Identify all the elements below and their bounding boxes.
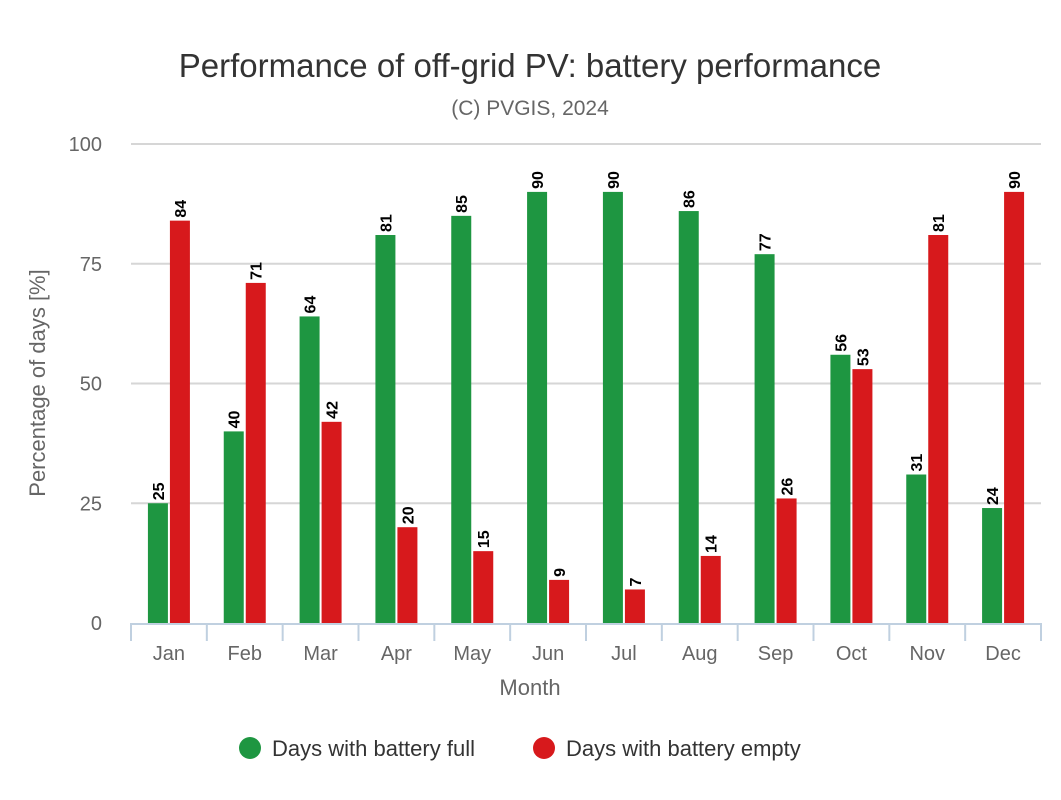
y-tick-label: 0: [91, 613, 102, 635]
bar-jun-empty[interactable]: [549, 579, 570, 623]
legend-label-battery-full: Days with battery full: [272, 736, 475, 761]
data-label-feb-full: 40: [227, 411, 244, 429]
bar-dec-full[interactable]: [982, 508, 1003, 623]
bar-jun-full[interactable]: [527, 191, 548, 623]
data-label-aug-full: 86: [682, 190, 699, 208]
bar-aug-empty[interactable]: [700, 555, 721, 623]
x-tick-label: Jul: [611, 643, 637, 665]
bar-feb-full[interactable]: [223, 431, 244, 623]
bar-apr-full[interactable]: [375, 235, 396, 623]
data-label-jan-empty: 84: [173, 200, 190, 218]
bar-may-empty[interactable]: [473, 551, 494, 623]
chart-title: Performance of off-grid PV: battery perf…: [179, 47, 882, 84]
legend-item-battery-empty[interactable]: Days with battery empty: [533, 736, 801, 761]
data-label-jan-full: 25: [151, 482, 168, 500]
chart-subtitle: (C) PVGIS, 2024: [451, 97, 609, 120]
x-tick-label: Oct: [836, 643, 868, 665]
data-label-mar-empty: 42: [325, 401, 342, 419]
data-label-jun-empty: 9: [552, 568, 569, 577]
data-label-jul-empty: 7: [628, 577, 645, 586]
data-label-oct-empty: 53: [855, 348, 872, 366]
bar-mar-full[interactable]: [299, 316, 320, 623]
legend-marker-battery-empty: [533, 737, 555, 759]
data-label-apr-empty: 20: [400, 506, 417, 524]
y-tick-label: 50: [80, 374, 102, 396]
y-axis-title: Percentage of days [%]: [25, 269, 50, 496]
bar-jul-full[interactable]: [602, 191, 623, 623]
data-label-may-full: 85: [454, 195, 471, 213]
bars: [147, 191, 1025, 624]
bar-mar-empty[interactable]: [321, 421, 342, 623]
bar-oct-empty[interactable]: [852, 369, 873, 623]
y-tick-label: 100: [69, 134, 102, 156]
bar-sep-full[interactable]: [754, 254, 775, 624]
data-label-feb-empty: 71: [249, 262, 266, 280]
data-label-may-empty: 15: [476, 530, 493, 548]
x-tick-label: Sep: [758, 643, 794, 665]
data-label-oct-full: 56: [833, 334, 850, 352]
legend: Days with battery full Days with battery…: [239, 736, 801, 761]
x-tick-label: May: [453, 643, 491, 665]
bar-nov-empty[interactable]: [928, 235, 949, 623]
bar-feb-empty[interactable]: [245, 282, 266, 623]
bar-nov-full[interactable]: [906, 474, 927, 623]
gridlines: [131, 143, 1041, 505]
data-label-nov-empty: 81: [931, 214, 948, 232]
data-label-dec-full: 24: [985, 487, 1002, 505]
x-tick-label: Aug: [682, 643, 718, 665]
bar-aug-full[interactable]: [678, 211, 699, 623]
bar-apr-empty[interactable]: [397, 527, 418, 623]
data-label-sep-full: 77: [758, 233, 775, 251]
x-tick-label: Jun: [532, 643, 564, 665]
data-label-jul-full: 90: [606, 171, 623, 189]
x-tick-label: Mar: [303, 643, 338, 665]
data-labels: 25 84 40 71 64 42 81 20 85 15 90 9 90 7 86 14 77 26 56 53 31…: [151, 171, 1024, 586]
x-axis: Jan Feb Mar Apr May Jun Jul Aug Sep Oct Nov Dec: [130, 623, 1042, 665]
legend-marker-battery-full: [239, 737, 261, 759]
data-label-apr-full: 81: [378, 214, 395, 232]
data-label-jun-full: 90: [530, 171, 547, 189]
bar-dec-empty[interactable]: [1004, 191, 1025, 623]
bar-jan-empty[interactable]: [169, 220, 190, 623]
data-label-mar-full: 64: [303, 296, 320, 314]
x-tick-label: Dec: [985, 643, 1021, 665]
legend-item-battery-full[interactable]: Days with battery full: [239, 736, 475, 761]
bar-jan-full[interactable]: [147, 503, 168, 623]
data-label-nov-full: 31: [909, 454, 926, 472]
x-tick-label: Jan: [153, 643, 185, 665]
bar-sep-empty[interactable]: [776, 498, 797, 623]
x-tick-label: Nov: [909, 643, 945, 665]
data-label-aug-empty: 14: [704, 535, 721, 553]
data-label-sep-empty: 26: [780, 478, 797, 496]
data-label-dec-empty: 90: [1007, 171, 1024, 189]
y-tick-label: 75: [80, 254, 102, 276]
bar-jul-empty[interactable]: [624, 589, 645, 623]
bar-oct-full[interactable]: [830, 354, 851, 623]
y-tick-label: 25: [80, 493, 102, 515]
y-axis-ticks: 0 25 50 75 100: [69, 134, 102, 635]
x-tick-label: Feb: [228, 643, 262, 665]
legend-label-battery-empty: Days with battery empty: [566, 736, 801, 761]
x-tick-label: Apr: [381, 643, 412, 665]
bar-may-full[interactable]: [451, 215, 472, 623]
x-axis-title: Month: [499, 675, 560, 700]
